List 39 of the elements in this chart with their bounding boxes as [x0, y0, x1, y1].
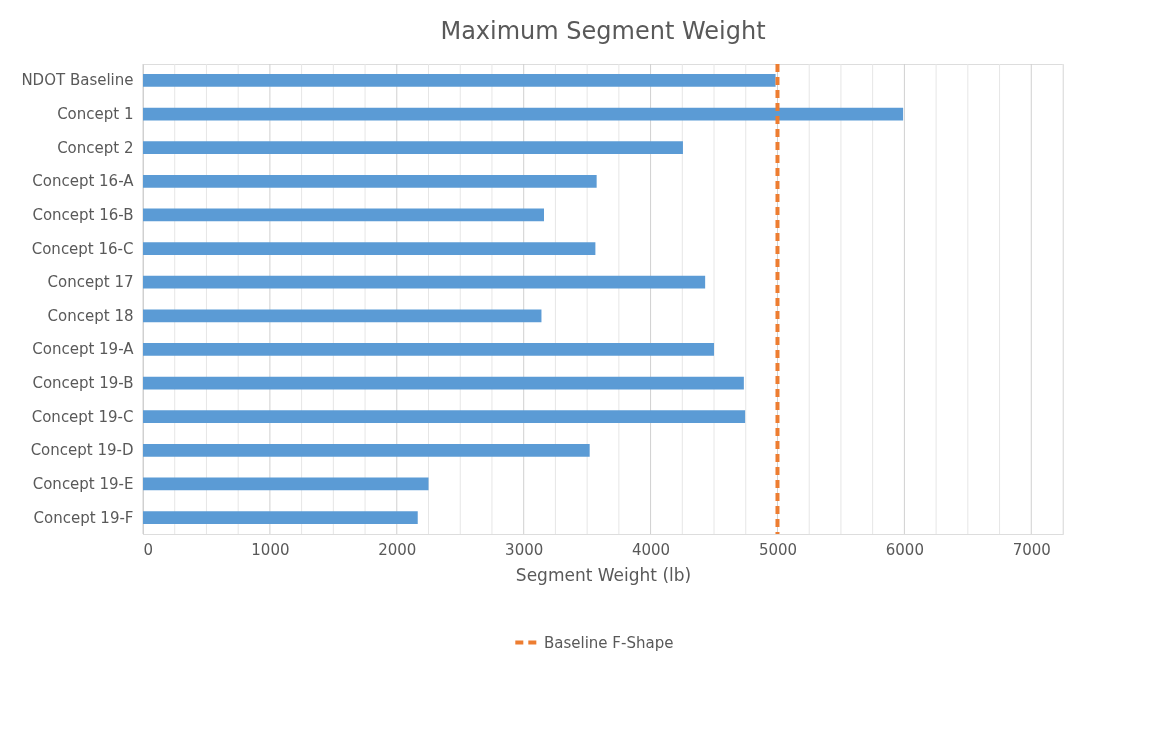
y-tick-label: Concept 16-A: [32, 172, 135, 191]
x-tick-label: 1000: [251, 540, 290, 559]
y-tick-label: Concept 19-F: [33, 508, 134, 527]
y-tick-label: Concept 2: [57, 138, 134, 157]
bar: [143, 141, 683, 155]
x-tick-label: 0: [143, 540, 154, 559]
bar: [143, 376, 744, 390]
y-tick-label: NDOT Baseline: [21, 71, 134, 90]
y-tick-label: Concept 17: [47, 273, 134, 292]
bar: [143, 208, 544, 222]
bar: [143, 410, 746, 424]
bar: [143, 107, 904, 121]
x-tick-label: 7000: [1012, 540, 1051, 559]
y-tick-label: Concept 19-E: [32, 474, 134, 493]
x-tick-label: 6000: [885, 540, 924, 559]
bar: [143, 242, 596, 255]
bar: [143, 74, 776, 87]
y-tick-label: Concept 19-B: [32, 374, 134, 393]
bar: [143, 275, 706, 289]
bar: [143, 477, 429, 491]
chart-title: Maximum Segment Weight: [440, 17, 766, 45]
y-tick-label: Concept 19-A: [32, 340, 135, 359]
y-tick-label: Concept 19-D: [30, 441, 134, 460]
y-tick-label: Concept 16-B: [32, 205, 134, 224]
x-tick-label: 3000: [505, 540, 544, 559]
y-tick-label: Concept 1: [57, 105, 134, 124]
y-tick-label: Concept 18: [47, 306, 134, 325]
bar: [143, 174, 597, 188]
y-tick-label: Concept 19-C: [31, 407, 134, 426]
x-axis-title: Segment Weight (lb): [515, 564, 692, 585]
x-tick-label: 5000: [758, 540, 798, 559]
bar: [143, 443, 590, 457]
y-tick-label: Concept 16-C: [31, 239, 134, 258]
bar: [143, 309, 542, 323]
x-tick-label: 2000: [378, 540, 417, 559]
bar: [143, 511, 418, 524]
bar: [143, 343, 715, 356]
x-tick-label: 4000: [631, 540, 671, 559]
legend-label: Baseline F-Shape: [544, 633, 674, 652]
